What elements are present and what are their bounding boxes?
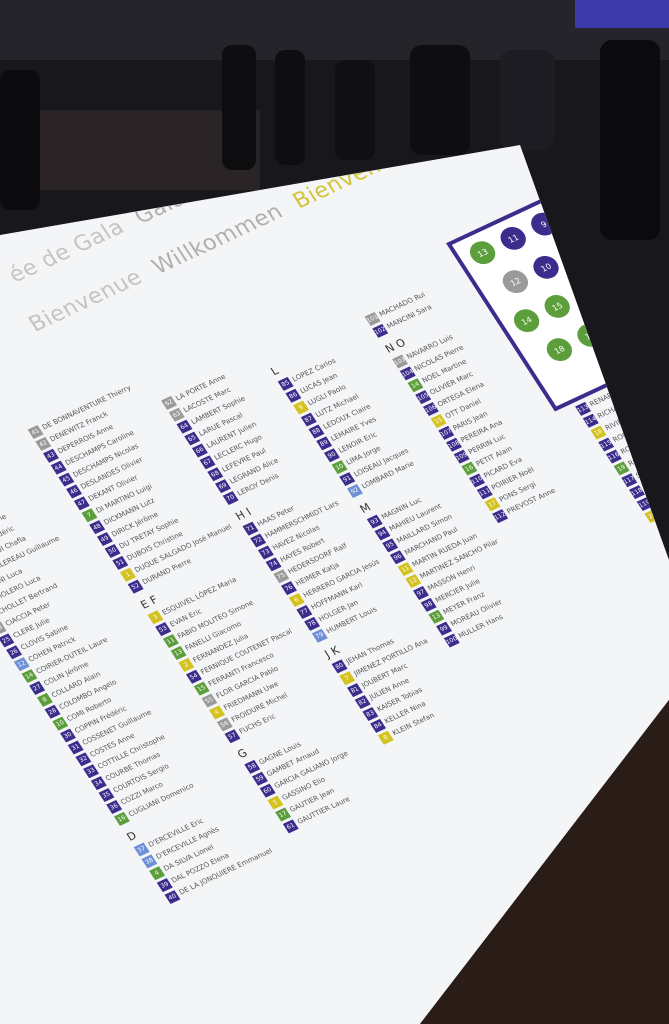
plan-table: 10: [528, 252, 564, 283]
ceiling: [0, 0, 669, 60]
plan-table: 12: [498, 266, 533, 297]
person: [0, 70, 40, 210]
table-number: 52: [127, 579, 144, 594]
plan-table: 18: [542, 334, 577, 365]
person: [222, 45, 256, 170]
table-number: 40: [164, 889, 181, 904]
table-number: 61: [282, 818, 299, 833]
board-stand: [420, 700, 669, 1024]
person: [410, 45, 470, 155]
plan-table: 15: [539, 291, 575, 322]
person: [335, 60, 375, 160]
person: [600, 40, 660, 240]
plan-table: 11: [495, 223, 531, 254]
table-number: 57: [224, 728, 241, 743]
screen: [575, 0, 669, 28]
person: [500, 50, 555, 150]
table-number: 16: [113, 811, 130, 826]
board: [0, 145, 669, 1024]
plan-table: 14: [509, 305, 544, 336]
person: [275, 50, 305, 165]
plan-table: 13: [465, 237, 500, 268]
